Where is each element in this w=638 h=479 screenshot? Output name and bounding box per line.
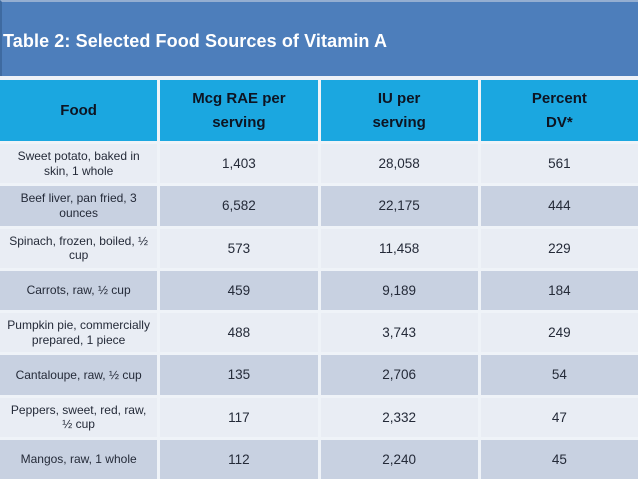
slide-title: Table 2: Selected Food Sources of Vitami… <box>3 31 388 51</box>
header-line: DV* <box>546 113 573 131</box>
iu-cell: 28,058 <box>320 144 478 184</box>
header-line: serving <box>372 113 426 131</box>
percent-dv-cell: 54 <box>480 355 638 395</box>
title-table-divider <box>0 76 638 80</box>
iu-cell: 2,332 <box>320 397 478 437</box>
table-row-peppers: Peppers, sweet, red, raw, ½ cup 117 2,33… <box>0 397 638 437</box>
percent-dv-cell: 249 <box>480 313 638 353</box>
table-row-mangos: Mangos, raw, 1 whole 112 2,240 45 <box>0 439 638 479</box>
percent-dv-cell: 45 <box>480 439 638 479</box>
header-line: Percent <box>531 90 587 108</box>
table-header-row: Food Mcg RAE per serving IU per serving … <box>0 80 638 141</box>
percent-dv-cell: 444 <box>480 186 638 226</box>
header-line: IU per <box>377 90 421 108</box>
iu-cell: 9,189 <box>320 270 478 310</box>
food-cell: Spinach, frozen, boiled, ½ cup <box>0 228 158 268</box>
table-row-carrots: Carrots, raw, ½ cup 459 9,189 184 <box>0 270 638 310</box>
mcg-rae-cell: 112 <box>160 439 318 479</box>
table-row-cantaloupe: Cantaloupe, raw, ½ cup 135 2,706 54 <box>0 355 638 395</box>
mcg-rae-cell: 117 <box>160 397 318 437</box>
percent-dv-cell: 184 <box>480 270 638 310</box>
iu-cell: 2,240 <box>320 439 478 479</box>
food-cell: Sweet potato, baked in skin, 1 whole <box>0 144 158 184</box>
column-header-percent-dv: Percent DV* <box>480 80 638 141</box>
mcg-rae-cell: 135 <box>160 355 318 395</box>
title-band: Table 2: Selected Food Sources of Vitami… <box>0 0 638 76</box>
percent-dv-cell: 47 <box>480 397 638 437</box>
iu-cell: 3,743 <box>320 313 478 353</box>
iu-cell: 11,458 <box>320 228 478 268</box>
food-cell: Mangos, raw, 1 whole <box>0 439 158 479</box>
mcg-rae-cell: 6,582 <box>160 186 318 226</box>
table-row-beef-liver: Beef liver, pan fried, 3 ounces 6,582 22… <box>0 186 638 226</box>
percent-dv-cell: 229 <box>480 228 638 268</box>
iu-cell: 22,175 <box>320 186 478 226</box>
food-cell: Pumpkin pie, commercially prepared, 1 pi… <box>0 313 158 353</box>
header-line: Food <box>60 101 97 119</box>
header-line: Mcg RAE per <box>192 90 286 108</box>
percent-dv-cell: 561 <box>480 144 638 184</box>
table-row-sweet-potato: Sweet potato, baked in skin, 1 whole 1,4… <box>0 144 638 184</box>
table-row-spinach: Spinach, frozen, boiled, ½ cup 573 11,45… <box>0 228 638 268</box>
mcg-rae-cell: 573 <box>160 228 318 268</box>
mcg-rae-cell: 488 <box>160 313 318 353</box>
column-header-mcg-rae: Mcg RAE per serving <box>160 80 318 141</box>
mcg-rae-cell: 1,403 <box>160 144 318 184</box>
vitamin-a-food-sources-table: Food Mcg RAE per serving IU per serving … <box>0 80 638 479</box>
table-row-pumpkin-pie: Pumpkin pie, commercially prepared, 1 pi… <box>0 313 638 353</box>
food-cell: Carrots, raw, ½ cup <box>0 270 158 310</box>
food-cell: Beef liver, pan fried, 3 ounces <box>0 186 158 226</box>
mcg-rae-cell: 459 <box>160 270 318 310</box>
iu-cell: 2,706 <box>320 355 478 395</box>
table-body: Sweet potato, baked in skin, 1 whole 1,4… <box>0 141 638 479</box>
column-header-iu: IU per serving <box>320 80 478 141</box>
column-header-food: Food <box>0 80 158 141</box>
header-line: serving <box>212 113 266 131</box>
food-cell: Peppers, sweet, red, raw, ½ cup <box>0 397 158 437</box>
food-cell: Cantaloupe, raw, ½ cup <box>0 355 158 395</box>
